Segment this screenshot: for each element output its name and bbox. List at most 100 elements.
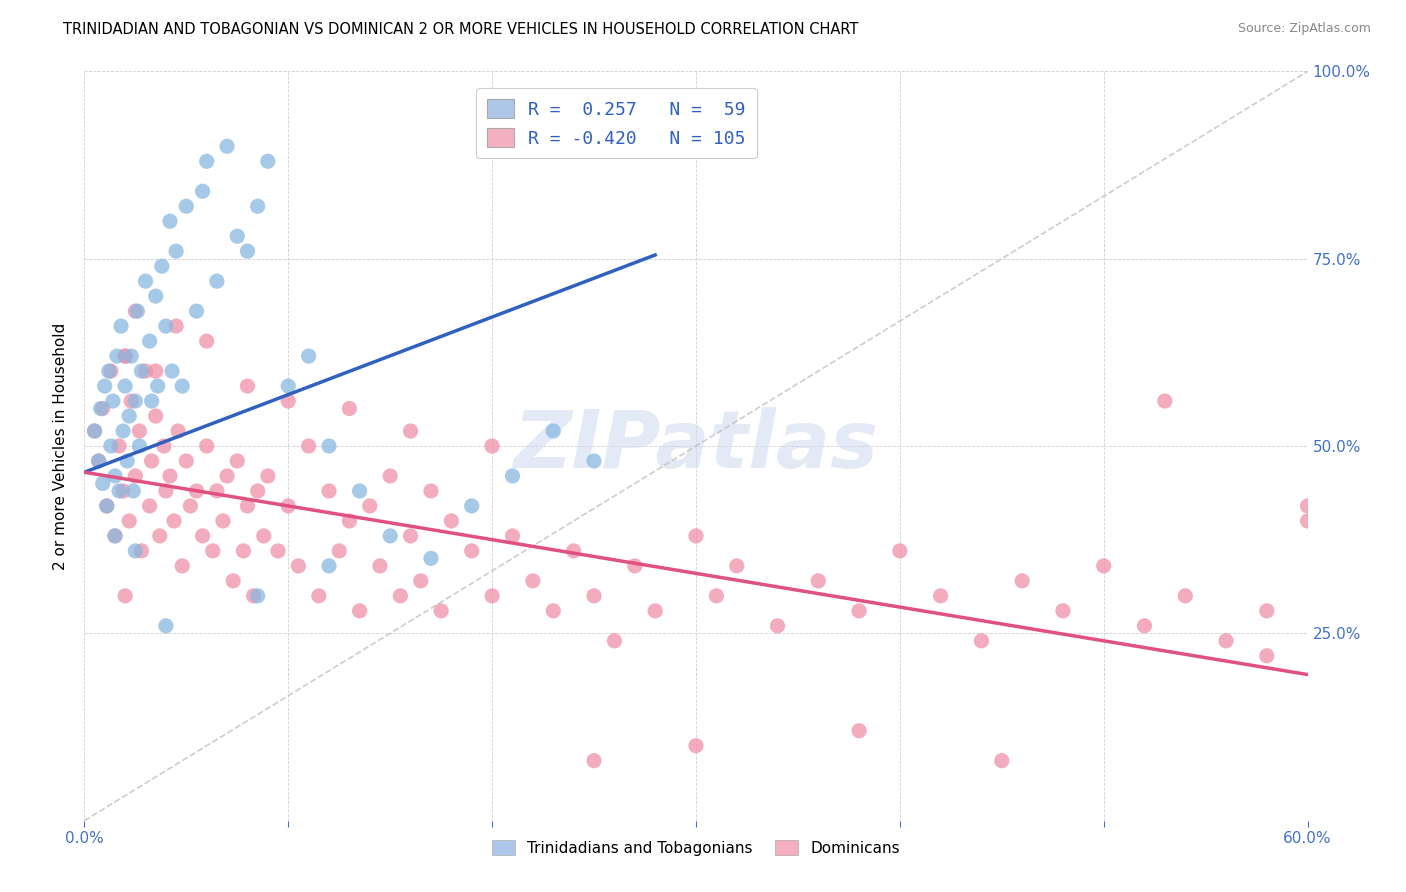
Point xyxy=(145,289,167,303)
Point xyxy=(603,633,626,648)
Point xyxy=(149,529,172,543)
Point xyxy=(389,589,412,603)
Point xyxy=(163,514,186,528)
Point xyxy=(328,544,350,558)
Point xyxy=(380,529,402,543)
Point xyxy=(298,349,321,363)
Point xyxy=(108,483,131,498)
Point xyxy=(349,604,371,618)
Point xyxy=(399,424,422,438)
Point xyxy=(236,499,259,513)
Point xyxy=(124,394,146,409)
Point xyxy=(138,499,160,513)
Point xyxy=(104,529,127,543)
Y-axis label: 2 or more Vehicles in Household: 2 or more Vehicles in Household xyxy=(53,322,69,570)
Point xyxy=(114,589,136,603)
Point xyxy=(91,476,114,491)
Point xyxy=(253,529,276,543)
Point xyxy=(135,274,157,288)
Point xyxy=(205,483,228,498)
Point xyxy=(583,589,606,603)
Point xyxy=(128,424,150,438)
Point xyxy=(339,514,361,528)
Point xyxy=(1256,648,1278,663)
Point xyxy=(522,574,544,588)
Point xyxy=(430,604,453,618)
Point xyxy=(1133,619,1156,633)
Point xyxy=(141,454,163,468)
Point xyxy=(502,529,524,543)
Point xyxy=(257,469,280,483)
Point xyxy=(112,424,135,438)
Point xyxy=(159,469,181,483)
Point xyxy=(172,379,194,393)
Point xyxy=(160,364,183,378)
Point xyxy=(236,244,259,259)
Point xyxy=(359,499,381,513)
Point xyxy=(583,454,606,468)
Point xyxy=(155,319,177,334)
Text: TRINIDADIAN AND TOBAGONIAN VS DOMINICAN 2 OR MORE VEHICLES IN HOUSEHOLD CORRELAT: TRINIDADIAN AND TOBAGONIAN VS DOMINICAN … xyxy=(63,22,859,37)
Point xyxy=(135,364,157,378)
Point xyxy=(108,439,131,453)
Point xyxy=(929,589,952,603)
Point xyxy=(685,739,707,753)
Point xyxy=(124,544,146,558)
Point xyxy=(246,199,269,213)
Point xyxy=(212,514,235,528)
Point xyxy=(807,574,830,588)
Point xyxy=(308,589,330,603)
Point xyxy=(179,499,201,513)
Point xyxy=(848,604,870,618)
Point xyxy=(120,349,142,363)
Point xyxy=(114,379,136,393)
Point xyxy=(1154,394,1177,409)
Point xyxy=(87,454,110,468)
Point xyxy=(277,499,299,513)
Point xyxy=(502,469,524,483)
Point xyxy=(90,401,112,416)
Point xyxy=(766,619,789,633)
Point xyxy=(420,551,443,566)
Text: ZIPatlas: ZIPatlas xyxy=(513,407,879,485)
Point xyxy=(1092,558,1115,573)
Point xyxy=(131,364,153,378)
Point xyxy=(114,349,136,363)
Point xyxy=(1256,604,1278,618)
Point xyxy=(298,439,321,453)
Point xyxy=(150,259,173,273)
Point xyxy=(246,483,269,498)
Point xyxy=(191,529,214,543)
Point xyxy=(124,304,146,318)
Point xyxy=(83,424,105,438)
Point xyxy=(115,454,138,468)
Point xyxy=(172,558,194,573)
Point xyxy=(141,394,163,409)
Point xyxy=(889,544,911,558)
Point xyxy=(236,379,259,393)
Point xyxy=(195,154,218,169)
Point xyxy=(267,544,290,558)
Point xyxy=(83,424,105,438)
Point xyxy=(118,409,141,423)
Point xyxy=(100,439,122,453)
Point xyxy=(277,394,299,409)
Point xyxy=(118,514,141,528)
Point xyxy=(222,574,245,588)
Point xyxy=(195,334,218,348)
Point xyxy=(127,304,149,318)
Point xyxy=(1296,499,1319,513)
Point xyxy=(318,558,340,573)
Point xyxy=(368,558,391,573)
Point xyxy=(97,364,120,378)
Point xyxy=(201,544,224,558)
Point xyxy=(112,483,135,498)
Point xyxy=(104,469,127,483)
Point xyxy=(93,379,115,393)
Point xyxy=(186,304,208,318)
Point xyxy=(287,558,309,573)
Point xyxy=(848,723,870,738)
Point xyxy=(87,454,110,468)
Point xyxy=(706,589,728,603)
Point xyxy=(96,499,118,513)
